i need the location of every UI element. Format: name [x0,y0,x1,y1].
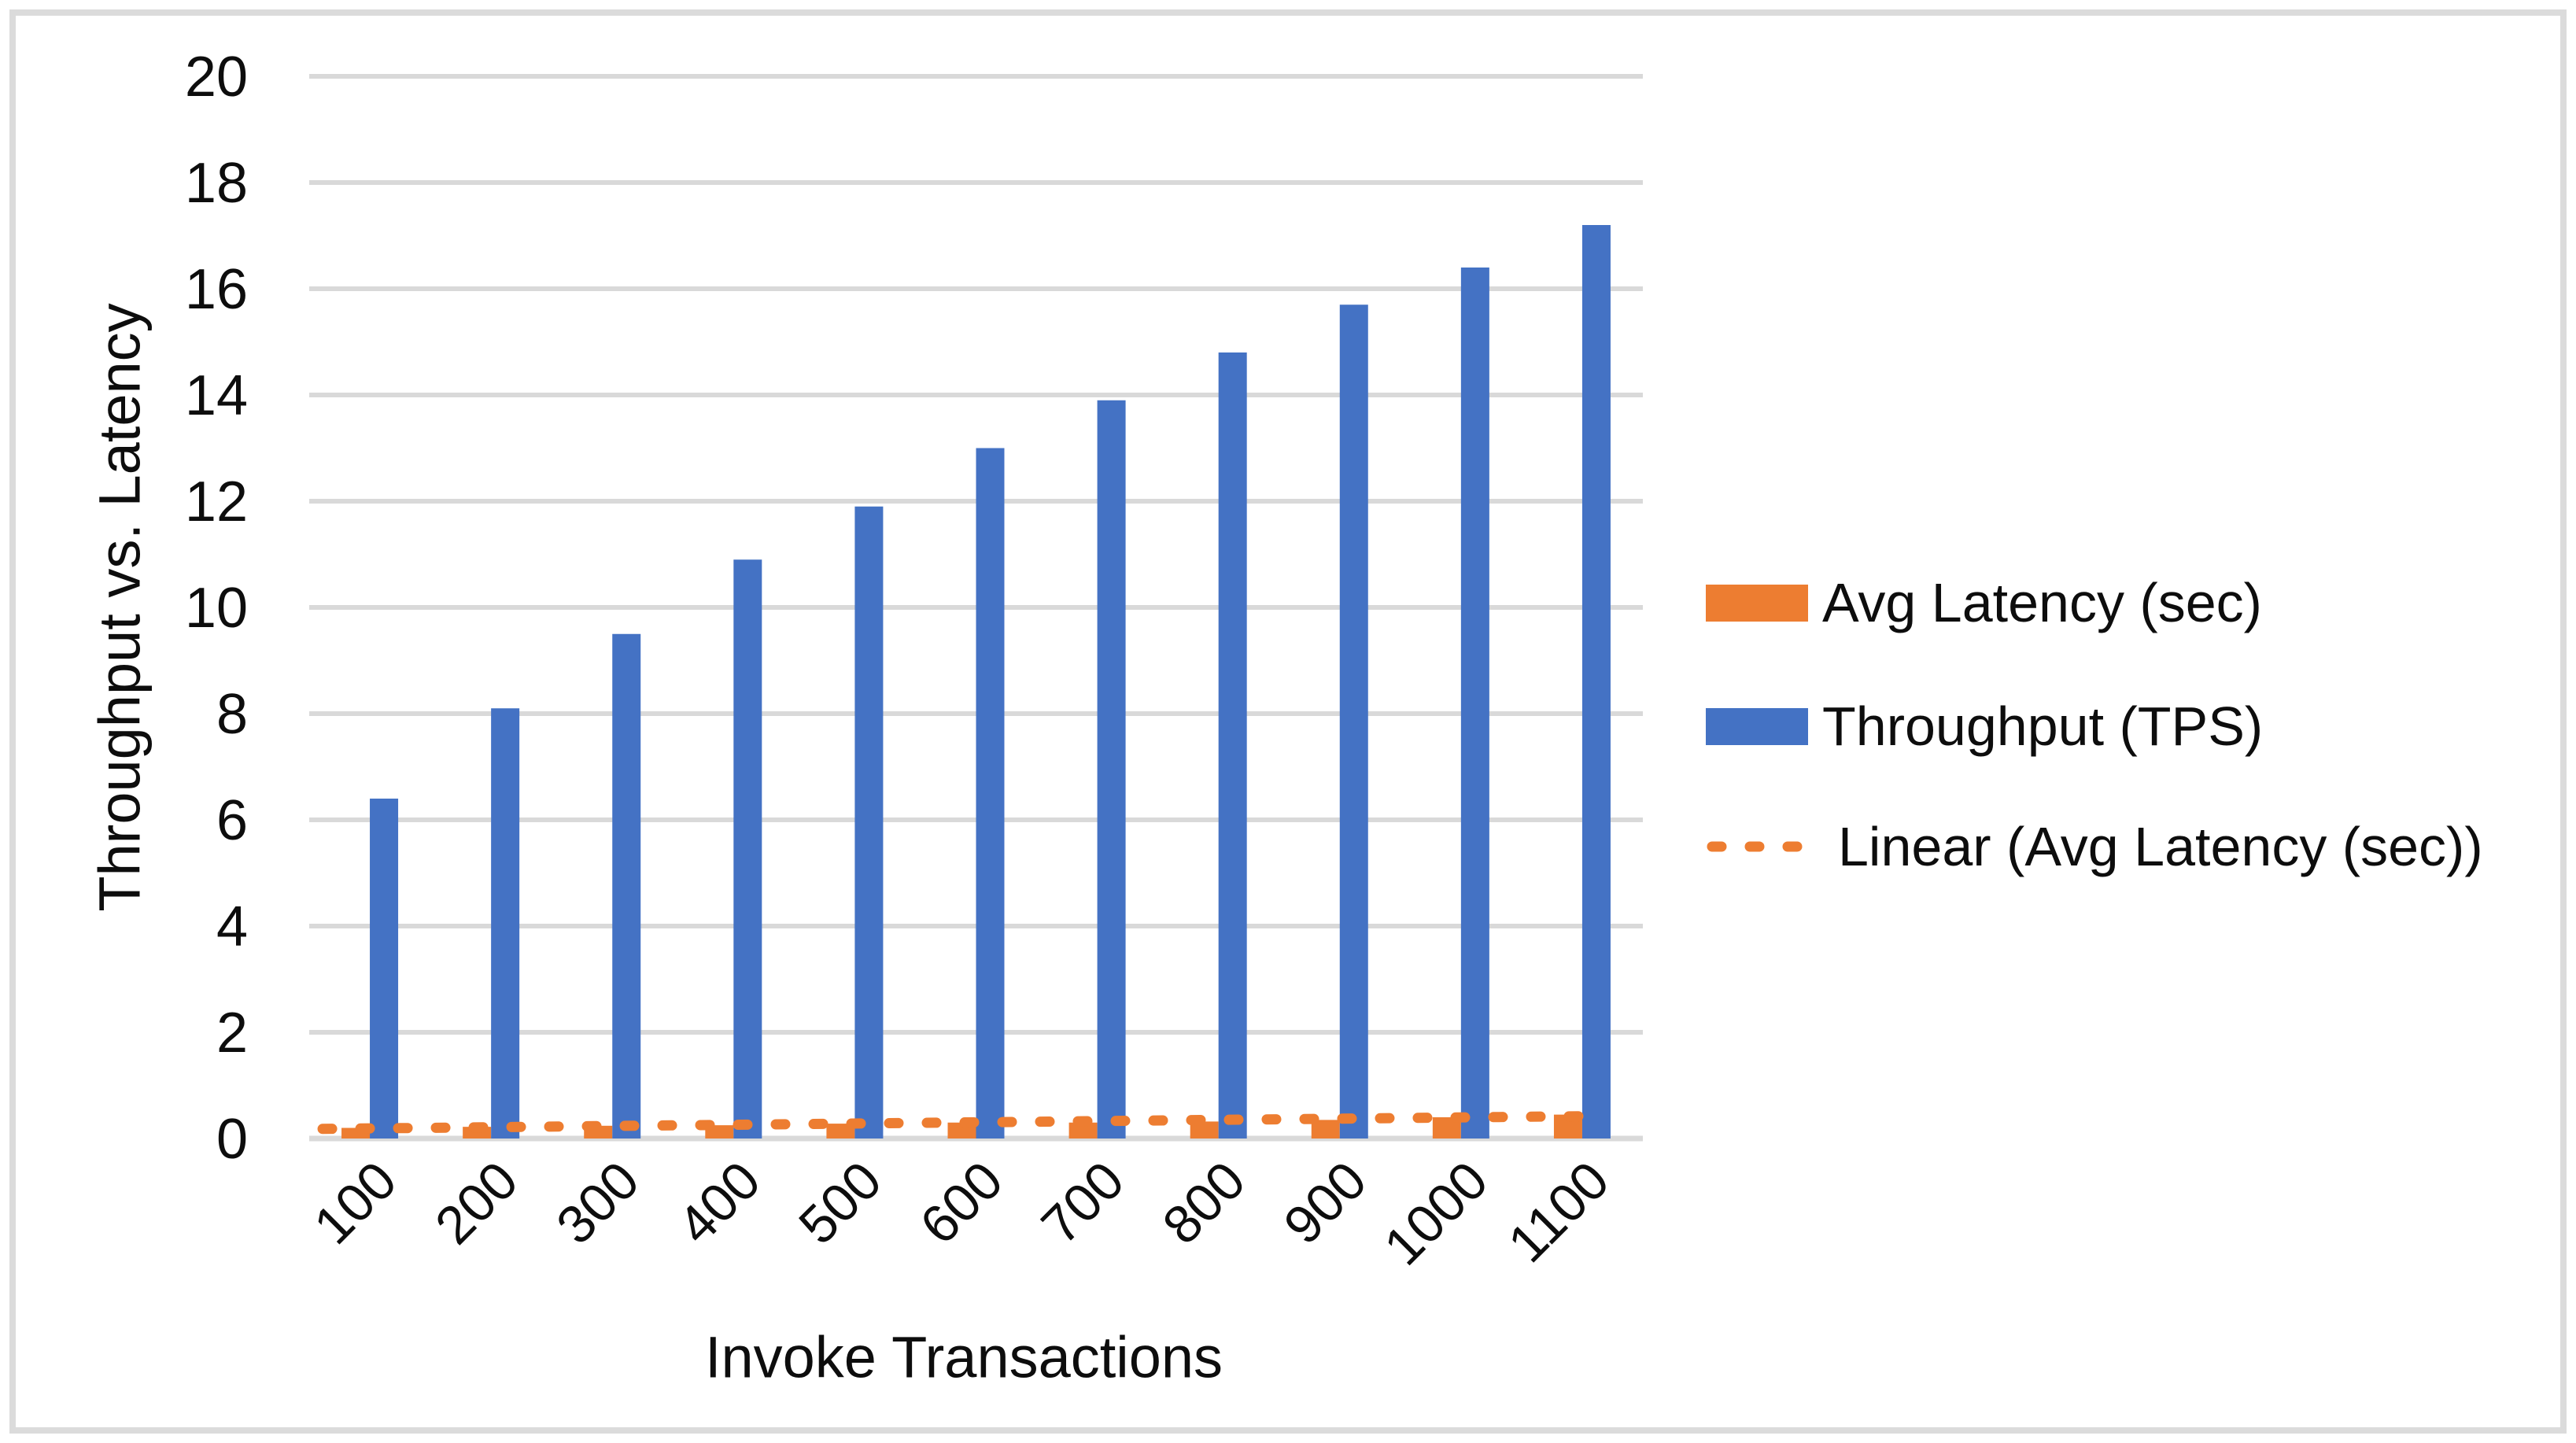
y-tick-label: 2 [216,1002,248,1065]
latency-bar [826,1124,855,1139]
legend-label-avg-latency: Avg Latency (sec) [1822,572,2262,633]
throughput-bar [976,448,1005,1139]
x-tick-label: 300 [545,1150,651,1256]
latency-bar [1311,1120,1340,1139]
dashed-line-swatch [1707,841,1824,852]
x-tick-label: 1100 [1497,1150,1620,1274]
latency-bar [1190,1121,1219,1139]
throughput-swatch [1706,707,1808,745]
x-tick-label: 200 [424,1150,530,1256]
y-tick-label: 0 [216,1108,248,1171]
throughput-bar [491,708,520,1139]
latency-bar [1068,1122,1098,1139]
y-tick-label: 10 [185,577,248,640]
x-tick-label: 700 [1030,1150,1135,1256]
y-axis-title: Throughput vs. Latency [87,303,153,912]
y-tick-label: 4 [216,895,248,958]
y-tick-label: 12 [185,471,248,533]
throughput-bar [1097,400,1126,1139]
throughput-bar [1218,352,1247,1139]
chart-border-frame [9,9,2567,1434]
throughput-bar [612,633,641,1139]
latency-trendline [317,1110,1604,1135]
x-tick-label: 900 [1272,1150,1378,1256]
x-tick-label: 600 [909,1150,1014,1256]
legend-item-throughput: Throughput (TPS) [1706,687,2263,766]
avg-latency-swatch [1706,584,1808,622]
legend-label-throughput: Throughput (TPS) [1822,696,2264,757]
throughput-bar [1581,225,1611,1139]
x-tick-label: 500 [788,1150,893,1256]
throughput-bar [1460,268,1489,1139]
x-tick-label: 100 [303,1150,408,1256]
throughput-bar [854,506,884,1139]
y-tick-label: 16 [185,258,248,321]
y-tick-label: 20 [185,46,248,109]
throughput-bar [370,799,399,1139]
y-tick-label: 8 [216,683,248,746]
x-tick-label: 800 [1151,1150,1257,1256]
legend-item-linear-trend: Linear (Avg Latency (sec)) [1706,807,2483,886]
x-tick-label: 1000 [1373,1150,1500,1277]
legend-label-linear-trend: Linear (Avg Latency (sec)) [1838,816,2483,877]
y-tick-label: 6 [216,789,248,852]
x-tick-label: 400 [666,1150,772,1256]
y-tick-label: 18 [185,152,248,215]
throughput-bar [733,559,762,1139]
y-tick-label: 14 [185,364,248,427]
throughput-bar [1339,304,1368,1139]
x-axis-title: Invoke Transactions [704,1324,1223,1390]
legend-item-avg-latency: Avg Latency (sec) [1706,563,2262,642]
